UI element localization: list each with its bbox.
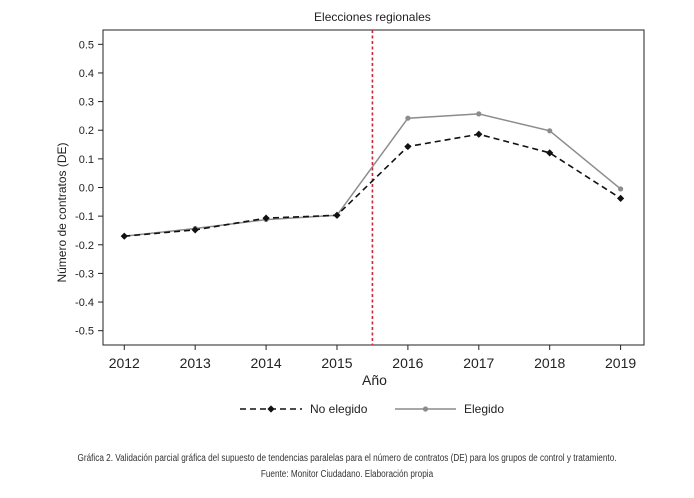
y-tick-label: -0.2 <box>75 240 94 252</box>
data-point-no-elegido <box>191 226 199 234</box>
x-tick-label: 2017 <box>463 355 494 371</box>
legend-marker-elegido <box>422 406 429 412</box>
y-axis-title: Número de contratos (DE) <box>55 142 69 282</box>
y-tick-label: 0.2 <box>79 125 94 137</box>
data-point-elegido <box>547 128 553 134</box>
x-axis-title: Año <box>362 372 387 388</box>
data-point-no-elegido <box>404 142 412 151</box>
y-tick-label: -0.1 <box>75 211 94 223</box>
y-tick-label: 0.4 <box>79 68 94 80</box>
data-point-no-elegido <box>120 232 128 240</box>
data-point-no-elegido <box>333 211 341 219</box>
line-chart: 0.5 0.4 0.3 0.2 0.1 0.0 -0.1 -0.2 -0.3 -0.4 -0.5 2… <box>55 10 645 416</box>
x-tick-label: 2014 <box>251 355 282 371</box>
data-point-no-elegido <box>546 149 554 157</box>
legend-item-no-elegido: No elegido <box>240 402 368 416</box>
y-axis: 0.5 0.4 0.3 0.2 0.1 0.0 -0.1 -0.2 -0.3 -0.4 -0.5 <box>75 39 103 338</box>
legend-label-no-elegido: No elegido <box>310 402 368 416</box>
legend-item-elegido: Elegido <box>395 402 504 416</box>
data-point-elegido <box>476 111 482 117</box>
series-line-elegido <box>124 113 622 237</box>
y-tick-label: 0.5 <box>79 39 94 51</box>
x-tick-label: 2016 <box>392 355 423 371</box>
legend: No elegido Elegido <box>240 402 504 416</box>
plot-area-frame <box>102 29 645 346</box>
data-point-elegido <box>618 186 624 192</box>
y-tick-label: -0.3 <box>75 268 94 280</box>
data-point-no-elegido <box>475 130 483 138</box>
data-point-no-elegido <box>617 194 625 202</box>
legend-marker-no-elegido <box>267 405 275 413</box>
y-tick-label: -0.5 <box>75 326 94 338</box>
figure-caption: Gráfica 2. Validación parcial gráfica de… <box>77 453 617 464</box>
data-point-no-elegido <box>262 214 270 222</box>
series-line-no-elegido <box>124 133 622 237</box>
series-no-elegido <box>120 130 625 240</box>
legend-label-elegido: Elegido <box>464 402 504 416</box>
x-tick-label: 2012 <box>109 355 140 371</box>
x-tick-label: 2013 <box>180 355 211 371</box>
y-tick-label: -0.4 <box>75 297 94 309</box>
series-group <box>120 111 625 240</box>
x-tick-label: 2015 <box>321 355 352 371</box>
figure-source: Fuente: Monitor Ciudadano. Elaboración p… <box>260 469 434 480</box>
vline-annotation: Elecciones regionales <box>314 10 431 24</box>
x-axis: 2012 2013 2014 2015 2016 2017 2018 2019 <box>109 345 636 371</box>
y-tick-label: 0.3 <box>79 97 94 109</box>
data-point-elegido <box>405 115 411 121</box>
x-tick-label: 2019 <box>605 355 636 371</box>
y-tick-label: 0.1 <box>79 154 94 166</box>
y-tick-label: 0.0 <box>79 183 94 195</box>
x-tick-label: 2018 <box>534 355 565 371</box>
